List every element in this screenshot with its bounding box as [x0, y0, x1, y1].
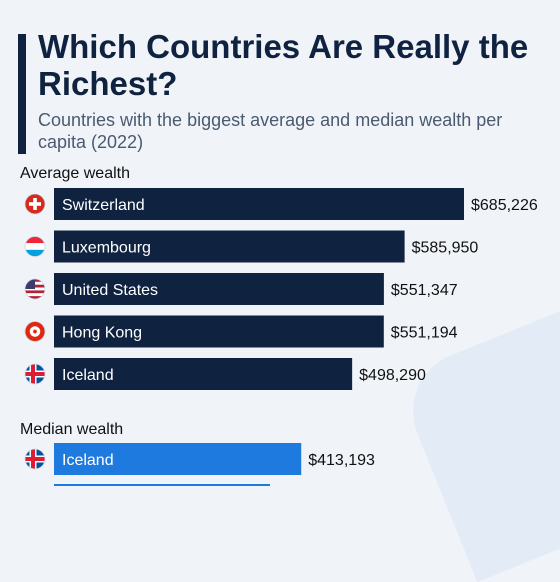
bar-row: Iceland $498,290: [24, 358, 426, 390]
iceland-flag-icon: [24, 448, 46, 470]
bar: [54, 484, 270, 486]
switzerland-flag-icon: [24, 193, 46, 215]
median-wealth-label: Median wealth: [20, 421, 124, 438]
usa-flag-icon: [24, 278, 46, 300]
bar-row: Iceland $413,193: [24, 443, 375, 475]
bar: [54, 188, 464, 220]
bar: [54, 315, 384, 348]
bar-category-label: Luxembourg: [62, 240, 151, 257]
hong-kong-flag-icon: [24, 321, 46, 342]
bar-row: Hong Kong $551,194: [24, 315, 458, 348]
bar-row: United States $551,347: [24, 273, 458, 305]
bar-value-label: $498,290: [359, 367, 426, 384]
bar-value-label: $585,950: [412, 240, 479, 257]
bar-value-label: $551,194: [391, 325, 458, 342]
luxembourg-flag-icon: [24, 236, 46, 257]
bar-category-label: Hong Kong: [62, 325, 142, 342]
bar-category-label: United States: [62, 282, 158, 299]
average-wealth-label: Average wealth: [20, 165, 130, 182]
iceland-flag-icon: [24, 363, 46, 385]
bar: [54, 230, 405, 263]
bar-category-label: Iceland: [62, 367, 114, 384]
bar-value-label: $685,226: [471, 197, 538, 214]
bar: [54, 443, 302, 475]
page-subtitle: Countries with the biggest average and m…: [38, 110, 503, 152]
title-accent-bar: [18, 34, 26, 154]
bar: [54, 273, 384, 305]
bar: [54, 358, 353, 390]
bar-row: Luxembourg $585,950: [24, 230, 479, 263]
bar-value-label: $413,193: [308, 452, 375, 469]
bar-category-label: Iceland: [62, 452, 114, 469]
page-title: Which Countries Are Really the Richest?: [38, 28, 529, 102]
bar-value-label: $551,347: [391, 282, 458, 299]
bar-row: Switzerland $685,226: [24, 188, 538, 220]
bar-category-label: Switzerland: [62, 197, 145, 214]
wealth-bar-chart: Switzerland $685,226 Luxembourg $585,950 Uni…: [24, 188, 538, 486]
